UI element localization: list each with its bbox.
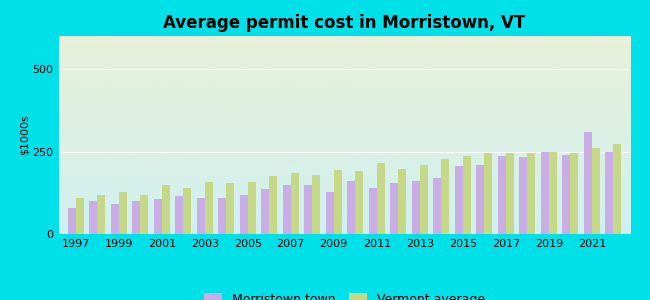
Bar <box>175 196 183 234</box>
Bar <box>390 183 398 234</box>
Bar <box>261 190 269 234</box>
Bar <box>68 208 75 234</box>
Bar <box>463 157 471 234</box>
Bar <box>183 188 191 234</box>
Bar <box>562 155 570 234</box>
Bar <box>98 195 105 234</box>
Bar <box>240 195 248 234</box>
Bar <box>283 185 291 234</box>
Bar <box>89 201 98 234</box>
Bar <box>291 173 299 234</box>
Title: Average permit cost in Morristown, VT: Average permit cost in Morristown, VT <box>163 14 526 32</box>
Bar <box>111 204 119 234</box>
Bar <box>441 159 449 234</box>
Bar <box>614 144 621 234</box>
Bar <box>269 176 278 234</box>
Bar <box>312 175 320 234</box>
Legend: Morristown town, Vermont average: Morristown town, Vermont average <box>199 288 490 300</box>
Bar <box>506 153 514 234</box>
Bar <box>369 188 377 234</box>
Bar <box>377 163 385 234</box>
Bar <box>433 178 441 234</box>
Bar <box>205 182 213 234</box>
Bar <box>218 198 226 234</box>
Bar <box>411 181 420 234</box>
Bar <box>119 192 127 234</box>
Bar <box>570 153 578 234</box>
Bar <box>498 157 506 234</box>
Bar <box>75 198 84 234</box>
Bar <box>140 195 148 234</box>
Bar <box>398 169 406 234</box>
Y-axis label: $1000s: $1000s <box>20 115 30 155</box>
Bar <box>196 198 205 234</box>
Bar <box>162 185 170 234</box>
Bar <box>248 182 256 234</box>
Bar <box>541 152 549 234</box>
Bar <box>326 192 333 234</box>
Bar <box>356 171 363 234</box>
Bar <box>592 148 600 234</box>
Bar <box>132 201 140 234</box>
Bar <box>484 153 493 234</box>
Bar <box>153 200 162 234</box>
Bar <box>347 181 356 234</box>
Bar <box>584 132 592 234</box>
Bar <box>420 165 428 234</box>
Bar <box>527 153 536 234</box>
Bar <box>519 158 527 234</box>
Bar <box>454 166 463 234</box>
Bar <box>549 152 557 234</box>
Bar <box>476 165 484 234</box>
Bar <box>333 170 342 234</box>
Bar <box>226 183 235 234</box>
Bar <box>605 152 614 234</box>
Bar <box>304 185 312 234</box>
